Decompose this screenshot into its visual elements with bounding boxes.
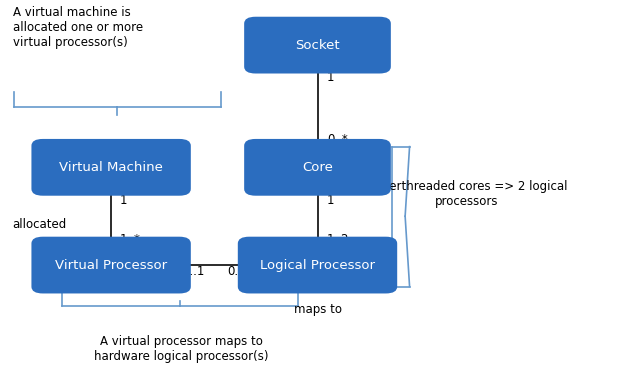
Text: 0..*: 0..* — [227, 265, 248, 278]
FancyBboxPatch shape — [244, 139, 391, 196]
FancyBboxPatch shape — [31, 139, 190, 196]
Text: allocated: allocated — [13, 218, 67, 231]
Text: A virtual processor maps to
hardware logical processor(s): A virtual processor maps to hardware log… — [94, 335, 268, 363]
Text: Hyperthreaded cores => 2 logical
processors: Hyperthreaded cores => 2 logical process… — [366, 180, 568, 208]
Text: 1: 1 — [327, 194, 335, 206]
Text: maps to: maps to — [293, 303, 342, 316]
Text: Virtual Machine: Virtual Machine — [59, 161, 163, 174]
Text: Logical Processor: Logical Processor — [260, 259, 375, 271]
Text: A virtual machine is
allocated one or more
virtual processor(s): A virtual machine is allocated one or mo… — [13, 6, 143, 49]
Text: Core: Core — [302, 161, 333, 174]
Text: 1..*: 1..* — [119, 233, 140, 246]
Text: 0..1: 0..1 — [182, 265, 204, 278]
Text: Virtual Processor: Virtual Processor — [55, 259, 167, 271]
Text: 0..*: 0..* — [327, 133, 348, 146]
Text: 1..2: 1..2 — [327, 233, 349, 246]
FancyBboxPatch shape — [31, 237, 190, 293]
FancyBboxPatch shape — [244, 17, 391, 74]
FancyBboxPatch shape — [237, 237, 398, 293]
Text: 1: 1 — [327, 71, 335, 83]
Text: Socket: Socket — [295, 39, 340, 52]
Text: 1: 1 — [119, 194, 127, 206]
